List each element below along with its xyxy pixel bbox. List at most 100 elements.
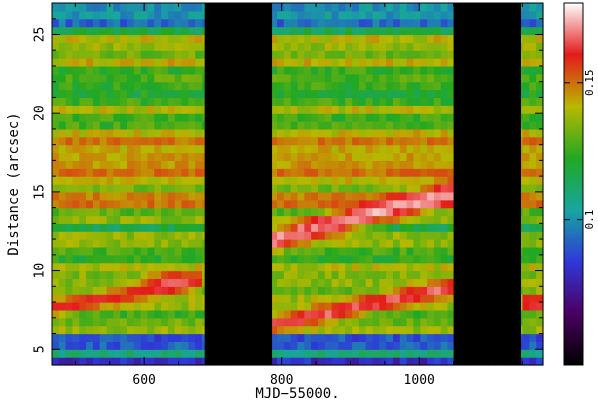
- heatmap-cell: [86, 50, 94, 59]
- heatmap-cell: [324, 65, 333, 75]
- heatmap-cell: [92, 349, 101, 358]
- heatmap-cell: [529, 231, 537, 240]
- heatmap-cell: [181, 262, 189, 272]
- heatmap-cell: [270, 191, 278, 201]
- heatmap-cell: [399, 34, 408, 43]
- heatmap-cell: [283, 349, 292, 358]
- heatmap-cell: [338, 207, 346, 217]
- heatmap-cell: [358, 81, 367, 91]
- heatmap-cell: [420, 333, 428, 342]
- heatmap-cell: [297, 199, 305, 209]
- heatmap-cell: [338, 254, 346, 264]
- heatmap-cell: [133, 65, 142, 75]
- heatmap-cell: [161, 254, 169, 264]
- heatmap-cell: [147, 270, 155, 280]
- heatmap-cell: [352, 246, 360, 256]
- heatmap-cell: [338, 113, 346, 122]
- heatmap-cell: [399, 176, 408, 185]
- heatmap-cell: [536, 357, 544, 366]
- heatmap-cell: [379, 309, 387, 319]
- heatmap-cell: [317, 3, 326, 12]
- heatmap-cell: [92, 105, 101, 114]
- heatmap-cell: [72, 270, 80, 280]
- heatmap-cell: [270, 302, 278, 311]
- heatmap-cell: [52, 184, 60, 193]
- heatmap-cell: [379, 357, 387, 366]
- heatmap-cell: [92, 262, 101, 272]
- heatmap-cell: [120, 207, 128, 217]
- heatmap-cell: [154, 294, 162, 303]
- heatmap-cell: [427, 168, 435, 177]
- heatmap-cell: [283, 89, 292, 99]
- heatmap-cell: [413, 309, 421, 319]
- heatmap-cell: [427, 128, 435, 138]
- heatmap-cell: [386, 42, 394, 51]
- heatmap-cell: [372, 26, 380, 36]
- heatmap-cell: [65, 286, 74, 295]
- heatmap-cell: [522, 349, 530, 358]
- heatmap-cell: [358, 325, 367, 335]
- heatmap-cell: [331, 58, 340, 67]
- heatmap-cell: [154, 160, 162, 169]
- heatmap-cell: [440, 207, 449, 217]
- heatmap-cell: [113, 317, 121, 327]
- heatmap-cell: [536, 199, 544, 209]
- heatmap-cell: [536, 215, 544, 224]
- heatmap-cell: [113, 184, 121, 193]
- heatmap-cell: [86, 191, 94, 201]
- heatmap-cell: [120, 357, 128, 366]
- heatmap-cell: [304, 357, 312, 366]
- heatmap-cell: [433, 357, 442, 366]
- heatmap-cell: [345, 341, 353, 350]
- heatmap-cell: [427, 81, 435, 91]
- heatmap-cell: [283, 215, 292, 224]
- heatmap-cell: [72, 73, 80, 83]
- heatmap-cell: [127, 278, 135, 287]
- heatmap-cell: [413, 58, 421, 67]
- heatmap-cell: [440, 160, 449, 169]
- heatmap-cell: [167, 42, 176, 51]
- heatmap-cell: [140, 325, 149, 335]
- heatmap-cell: [365, 191, 374, 201]
- heatmap-cell: [433, 152, 442, 161]
- heatmap-cell: [358, 113, 367, 122]
- heatmap-cell: [447, 128, 455, 138]
- heatmap-cell: [106, 73, 114, 83]
- heatmap-cell: [338, 144, 346, 154]
- heatmap-cell: [154, 3, 162, 12]
- heatmap-cell: [270, 152, 278, 161]
- heatmap-cell: [99, 317, 108, 327]
- heatmap-cell: [174, 199, 183, 209]
- heatmap-cell: [365, 207, 374, 217]
- heatmap-cell: [181, 270, 189, 280]
- heatmap-cell: [522, 3, 530, 12]
- heatmap-cell: [72, 341, 80, 350]
- heatmap-cell: [92, 97, 101, 106]
- heatmap-cell: [352, 81, 360, 91]
- heatmap-cell: [65, 341, 74, 350]
- heatmap-cell: [324, 341, 333, 350]
- heatmap-cell: [154, 309, 162, 319]
- heatmap-cell: [174, 286, 183, 295]
- heatmap-cell: [406, 121, 415, 130]
- heatmap-cell: [297, 50, 305, 59]
- heatmap-cell: [127, 65, 135, 75]
- heatmap-cell: [120, 26, 128, 36]
- heatmap-cell: [181, 152, 189, 161]
- heatmap-cell: [154, 58, 162, 67]
- heatmap-cell: [440, 270, 449, 280]
- heatmap-cell: [181, 10, 189, 20]
- heatmap-cell: [338, 136, 346, 146]
- heatmap-cell: [154, 341, 162, 350]
- heatmap-cell: [304, 239, 312, 248]
- heatmap-cell: [92, 34, 101, 43]
- heatmap-cell: [311, 286, 319, 295]
- heatmap-cell: [92, 239, 101, 248]
- heatmap-cell: [311, 302, 319, 311]
- heatmap-cell: [297, 113, 305, 122]
- heatmap-cell: [65, 10, 74, 20]
- heatmap-cell: [311, 73, 319, 83]
- heatmap-cell: [406, 18, 415, 28]
- heatmap-cell: [277, 286, 285, 295]
- heatmap-cell: [161, 349, 169, 358]
